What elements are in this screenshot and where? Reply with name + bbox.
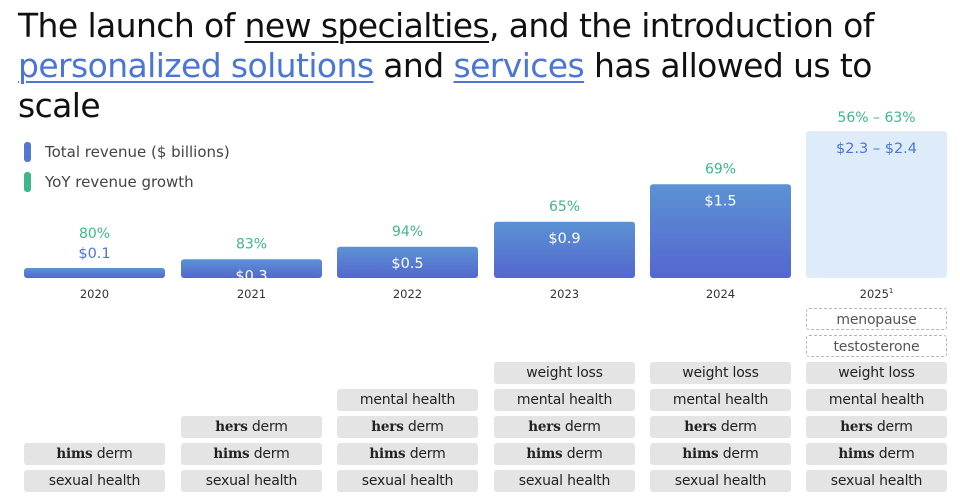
sexual-health-tag: sexual health bbox=[650, 470, 791, 492]
title-services: services bbox=[453, 46, 585, 85]
revenue-label-2021: $0.3 bbox=[235, 268, 267, 284]
growth-label-2020: 80% bbox=[79, 226, 110, 242]
legend-revenue: Total revenue ($ billions) bbox=[24, 142, 230, 162]
title-new-specialties: new specialties bbox=[244, 6, 490, 45]
testosterone-tag: testosterone bbox=[806, 335, 947, 357]
mental-health-tag: mental health bbox=[806, 389, 947, 411]
growth-label-2025: 56% – 63% bbox=[837, 110, 915, 126]
sexual-health-tag: sexual health bbox=[181, 470, 322, 492]
hers-derm-tag: hers derm bbox=[650, 416, 791, 438]
x-tick-footnote: 1 bbox=[889, 287, 893, 295]
brand-name: hers bbox=[684, 419, 717, 435]
sexual-health-tag: sexual health bbox=[806, 470, 947, 492]
legend-revenue-swatch bbox=[24, 142, 31, 162]
hims-derm-tag: hims derm bbox=[494, 443, 635, 465]
x-tick-2025: 20251 bbox=[860, 287, 894, 301]
growth-label-2024: 69% bbox=[705, 161, 736, 177]
brand-name: hers bbox=[215, 419, 248, 435]
hers-derm-tag: hers derm bbox=[806, 416, 947, 438]
sexual-health-tag: sexual health bbox=[494, 470, 635, 492]
revenue-label-2022: $0.5 bbox=[391, 256, 423, 272]
hers-derm-tag: hers derm bbox=[494, 416, 635, 438]
bar-2021 bbox=[181, 259, 322, 278]
tag-label: derm bbox=[403, 419, 444, 435]
revenue-label-2024: $1.5 bbox=[704, 193, 736, 209]
growth-label-2021: 83% bbox=[236, 236, 267, 252]
weight-loss-tag: weight loss bbox=[806, 362, 947, 384]
brand-name: hims bbox=[56, 446, 93, 462]
bar-2025 bbox=[806, 131, 947, 278]
x-tick-2020: 2020 bbox=[80, 287, 109, 301]
hims-derm-tag: hims derm bbox=[806, 443, 947, 465]
brand-name: hers bbox=[528, 419, 561, 435]
brand-name: hims bbox=[369, 446, 406, 462]
brand-name: hers bbox=[371, 419, 404, 435]
menopause-tag: menopause bbox=[806, 308, 947, 330]
legend-growth-label: YoY revenue growth bbox=[45, 173, 194, 191]
title-personalized-solutions: personalized solutions bbox=[18, 46, 374, 85]
tag-label: derm bbox=[560, 419, 601, 435]
tag-label: derm bbox=[872, 419, 913, 435]
x-tick-2021: 2021 bbox=[237, 287, 266, 301]
revenue-label-2020: $0.1 bbox=[78, 246, 110, 262]
x-tick-2023: 2023 bbox=[550, 287, 579, 301]
legend-revenue-label: Total revenue ($ billions) bbox=[45, 143, 230, 161]
tag-label: derm bbox=[249, 446, 290, 462]
weight-loss-tag: weight loss bbox=[494, 362, 635, 384]
tag-label: derm bbox=[718, 446, 759, 462]
bar-2022 bbox=[337, 246, 478, 278]
title-text: has allowed us to scale bbox=[18, 46, 872, 125]
bar-2020 bbox=[24, 268, 165, 278]
title-text: The launch of bbox=[18, 6, 245, 45]
mental-health-tag: mental health bbox=[650, 389, 791, 411]
x-tick-2024: 2024 bbox=[706, 287, 735, 301]
bar-2024 bbox=[650, 184, 791, 278]
revenue-label-2025: $2.3 – $2.4 bbox=[836, 141, 917, 157]
tag-label: derm bbox=[716, 419, 757, 435]
tag-label: derm bbox=[247, 419, 288, 435]
tag-label: derm bbox=[874, 446, 915, 462]
brand-name: hims bbox=[682, 446, 719, 462]
hims-derm-tag: hims derm bbox=[181, 443, 322, 465]
tag-label: derm bbox=[562, 446, 603, 462]
title-text: , and the introduction of bbox=[489, 6, 874, 45]
weight-loss-tag: weight loss bbox=[650, 362, 791, 384]
mental-health-tag: mental health bbox=[337, 389, 478, 411]
brand-name: hims bbox=[213, 446, 250, 462]
tag-label: derm bbox=[405, 446, 446, 462]
hers-derm-tag: hers derm bbox=[337, 416, 478, 438]
tag-label: derm bbox=[92, 446, 133, 462]
hims-derm-tag: hims derm bbox=[337, 443, 478, 465]
title-text: and bbox=[373, 46, 454, 85]
x-tick-2022: 2022 bbox=[393, 287, 422, 301]
revenue-label-2023: $0.9 bbox=[548, 231, 580, 247]
bar-2023 bbox=[494, 221, 635, 278]
growth-label-2022: 94% bbox=[392, 224, 423, 240]
growth-label-2023: 65% bbox=[549, 199, 580, 215]
brand-name: hims bbox=[838, 446, 875, 462]
hers-derm-tag: hers derm bbox=[181, 416, 322, 438]
sexual-health-tag: sexual health bbox=[337, 470, 478, 492]
revenue-chart: $0.1 80% 2020 $0.3 83% 2021 $0.5 94% 2022 $0.9 65%… bbox=[24, 110, 947, 301]
sexual-health-tag: sexual health bbox=[24, 470, 165, 492]
page-title: The launch of new specialties, and the i… bbox=[18, 6, 948, 126]
legend-growth-swatch bbox=[24, 172, 31, 192]
hims-derm-tag: hims derm bbox=[650, 443, 791, 465]
mental-health-tag: mental health bbox=[494, 389, 635, 411]
brand-name: hers bbox=[840, 419, 873, 435]
brand-name: hims bbox=[526, 446, 563, 462]
legend-growth: YoY revenue growth bbox=[24, 172, 194, 192]
hims-derm-tag: hims derm bbox=[24, 443, 165, 465]
